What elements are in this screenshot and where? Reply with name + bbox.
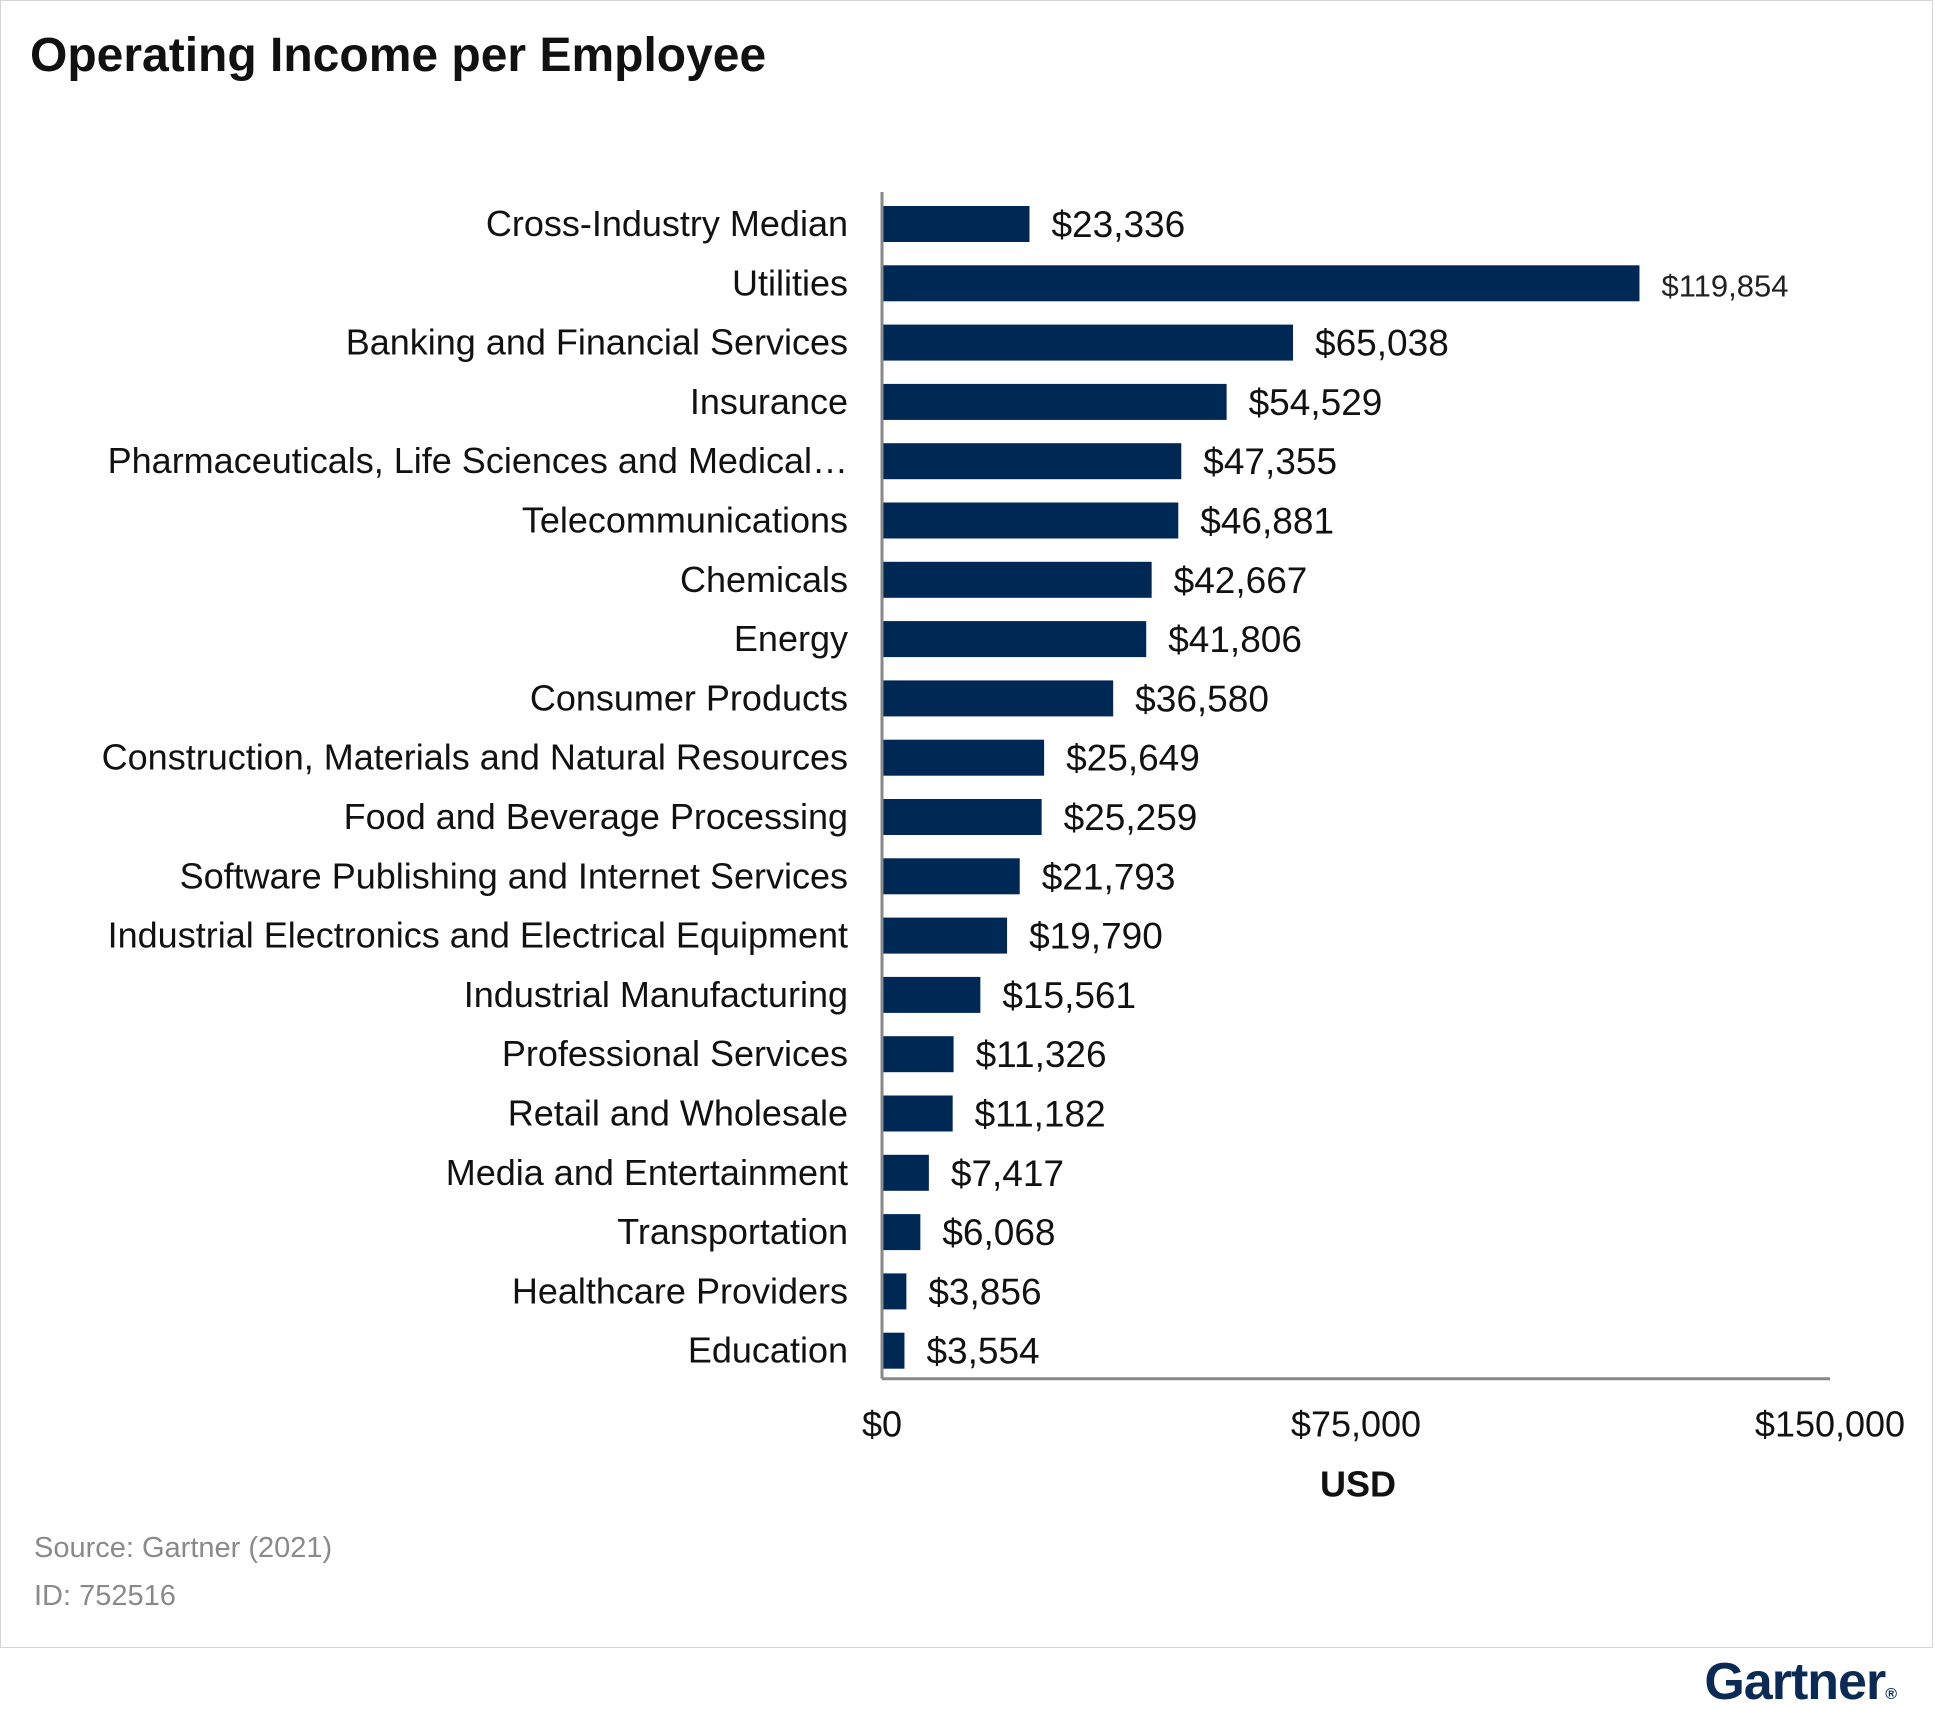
registered-mark: ® — [1885, 1686, 1897, 1703]
x-tick-label: $75,000 — [1291, 1404, 1421, 1445]
bar — [883, 976, 981, 1013]
category-label: Healthcare Providers — [512, 1270, 848, 1311]
data-label: $11,182 — [975, 1094, 1106, 1135]
chart-title: Operating Income per Employee — [30, 29, 767, 82]
bar — [883, 206, 1030, 242]
x-tick-label: $150,000 — [1755, 1404, 1905, 1445]
data-label: $47,355 — [1203, 441, 1337, 482]
bar — [883, 858, 1020, 895]
bar — [883, 1154, 929, 1191]
data-label: $15,561 — [1002, 975, 1136, 1016]
data-label: $21,793 — [1042, 856, 1176, 897]
chart-frame — [0, 0, 1933, 1648]
category-label: Transportation — [617, 1211, 848, 1252]
category-label: Banking and Financial Services — [346, 322, 848, 363]
data-label: $25,649 — [1066, 738, 1200, 779]
category-labels-layer: Cross-Industry Median Utilities Banking an… — [102, 203, 848, 1371]
data-label: $23,336 — [1051, 204, 1185, 245]
bar-chart: Cross-Industry Median Utilities Banking an… — [102, 192, 1905, 1505]
bar — [883, 1332, 905, 1369]
category-label: Industrial Manufacturing — [464, 974, 848, 1015]
bar — [883, 502, 1179, 539]
data-label: $3,554 — [926, 1331, 1039, 1372]
bar — [883, 917, 1008, 954]
category-label: Energy — [734, 618, 848, 659]
category-label: Pharmaceuticals, Life Sciences and Medic… — [108, 440, 848, 481]
category-label: Construction, Materials and Natural Reso… — [102, 737, 848, 778]
axis-layer: $0 $75,000 $150,000 USD — [862, 192, 1905, 1505]
x-axis-title: USD — [1320, 1464, 1396, 1505]
bar — [883, 265, 1640, 302]
bar — [883, 680, 1114, 717]
value-labels-layer: $23,336 $119,854 $65,038 $54,529 $47,355 $46,… — [926, 204, 1788, 1372]
bar — [883, 739, 1045, 776]
category-label: Education — [688, 1330, 848, 1371]
category-label: Consumer Products — [530, 677, 848, 718]
category-label: Media and Entertainment — [446, 1152, 848, 1193]
bar — [883, 561, 1152, 598]
data-label: $42,667 — [1174, 560, 1308, 601]
data-label: $36,580 — [1135, 678, 1269, 719]
figure-id: ID: 752516 — [34, 1580, 176, 1612]
source-note: Source: Gartner (2021) — [34, 1532, 333, 1564]
bar — [883, 1273, 907, 1310]
category-label: Professional Services — [502, 1033, 848, 1074]
bar — [883, 1095, 953, 1132]
data-label: $3,856 — [928, 1271, 1041, 1312]
category-label: Food and Beverage Processing — [344, 796, 848, 837]
category-label: Utilities — [732, 262, 848, 303]
data-label: $19,790 — [1029, 916, 1163, 957]
category-label: Software Publishing and Internet Service… — [180, 855, 848, 896]
category-label: Chemicals — [680, 559, 848, 600]
data-label: $41,806 — [1168, 619, 1302, 660]
x-tick-label: $0 — [862, 1404, 902, 1445]
bar — [883, 621, 1147, 658]
category-label: Cross-Industry Median — [486, 203, 848, 244]
data-label: $6,068 — [942, 1212, 1055, 1253]
bar — [883, 324, 1294, 361]
bar — [883, 383, 1227, 420]
category-label: Insurance — [690, 381, 848, 422]
data-label: $119,854 — [1661, 268, 1788, 303]
data-label: $65,038 — [1315, 323, 1449, 364]
category-label: Telecommunications — [522, 500, 848, 541]
gartner-logo: Gartner® — [1704, 1652, 1897, 1712]
data-label: $7,417 — [951, 1153, 1064, 1194]
category-label: Industrial Electronics and Electrical Eq… — [108, 915, 848, 956]
logo-wordmark: Gartner — [1704, 1653, 1886, 1711]
bar — [883, 443, 1182, 480]
bars-layer — [883, 206, 1640, 1369]
data-label: $46,881 — [1200, 501, 1334, 542]
category-label: Retail and Wholesale — [508, 1093, 848, 1134]
bar — [883, 1036, 954, 1073]
data-label: $25,259 — [1064, 797, 1198, 838]
data-label: $11,326 — [976, 1034, 1107, 1075]
bar — [883, 799, 1042, 835]
bar — [883, 1214, 921, 1251]
data-label: $54,529 — [1249, 382, 1383, 423]
